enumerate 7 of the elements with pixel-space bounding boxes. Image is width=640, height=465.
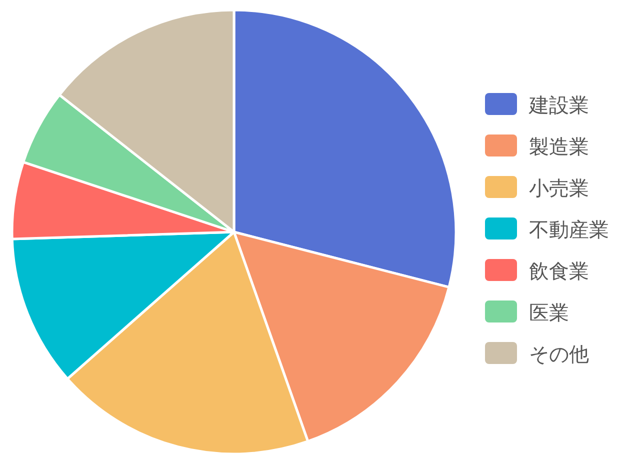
legend-label: 製造業 [529,134,589,158]
legend-label: 飲食業 [529,259,589,283]
legend-label: 小売業 [529,176,589,200]
legend-label: 建設業 [528,93,589,117]
legend-label: 医業 [529,300,569,324]
legend-label: 不動産業 [529,218,609,242]
legend-label: その他 [529,342,589,366]
